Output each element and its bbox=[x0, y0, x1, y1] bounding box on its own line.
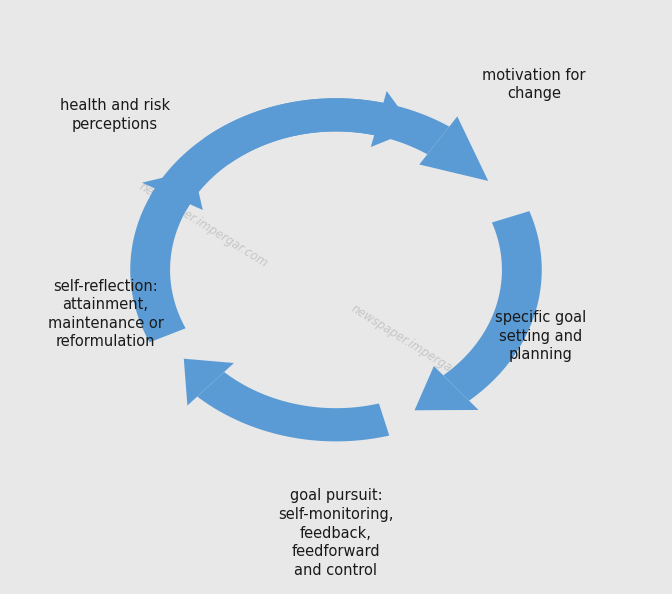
Text: motivation for
change: motivation for change bbox=[482, 68, 585, 101]
Polygon shape bbox=[419, 116, 489, 181]
Polygon shape bbox=[130, 188, 190, 342]
Polygon shape bbox=[142, 170, 203, 210]
Polygon shape bbox=[415, 366, 478, 410]
Polygon shape bbox=[183, 359, 234, 406]
Polygon shape bbox=[198, 372, 389, 441]
Polygon shape bbox=[204, 98, 383, 164]
Text: health and risk
perceptions: health and risk perceptions bbox=[60, 98, 170, 132]
Polygon shape bbox=[444, 211, 542, 401]
Text: goal pursuit:
self-monitoring,
feedback,
feedforward
and control: goal pursuit: self-monitoring, feedback,… bbox=[278, 488, 394, 578]
Text: newspaper.impergar.com: newspaper.impergar.com bbox=[349, 302, 482, 393]
Polygon shape bbox=[371, 91, 415, 147]
Text: self-reflection:
attainment,
maintenance or
reformulation: self-reflection: attainment, maintenance… bbox=[48, 279, 163, 349]
Text: specific goal
setting and
planning: specific goal setting and planning bbox=[495, 310, 587, 362]
Polygon shape bbox=[150, 98, 450, 211]
Text: newspaper.impergar.com: newspaper.impergar.com bbox=[136, 181, 270, 271]
